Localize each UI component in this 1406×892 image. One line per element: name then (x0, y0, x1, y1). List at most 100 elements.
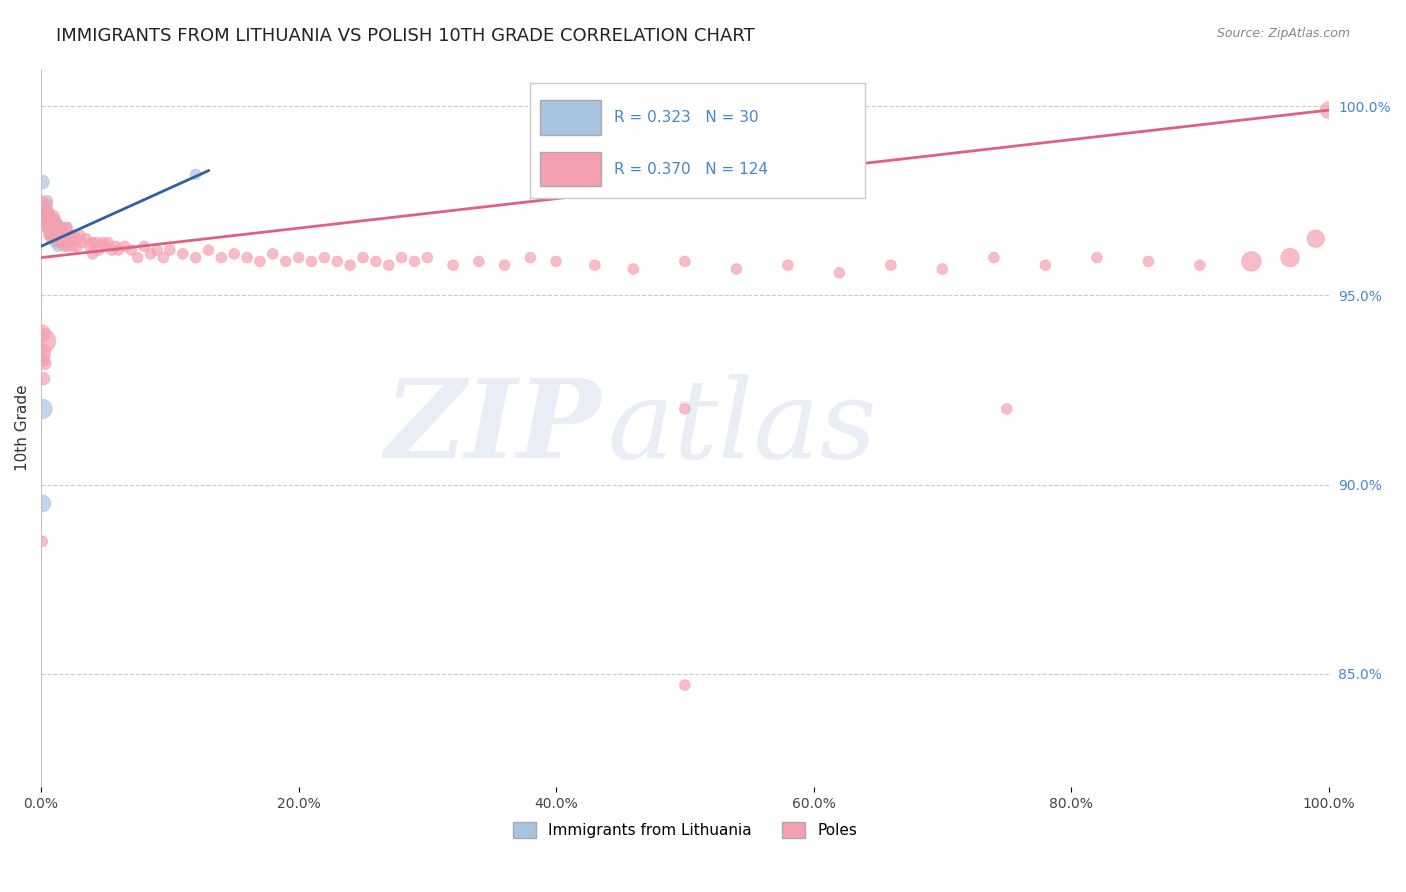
Point (1317, 103, 1340, 117)
Text: ZIP: ZIP (385, 374, 602, 482)
Point (287, 251, 309, 265)
Point (62, 227, 84, 242)
Point (52, 227, 75, 242)
Point (51, 224, 73, 238)
Point (32, 352, 55, 367)
Point (314, 251, 336, 265)
Point (39, 220, 62, 235)
Point (377, 258, 399, 272)
Point (1188, 258, 1211, 272)
Point (404, 254, 426, 268)
Point (53, 232, 76, 246)
Point (34, 357, 56, 371)
Point (209, 251, 232, 265)
Point (44, 224, 66, 238)
Point (41, 227, 63, 242)
Point (53, 239, 76, 253)
Point (37, 197, 59, 211)
Point (41, 212, 63, 227)
Point (184, 251, 207, 265)
Point (31, 326, 53, 341)
Point (441, 258, 464, 272)
Point (49, 235, 72, 250)
Point (249, 254, 271, 268)
Point (91, 235, 114, 250)
Point (66, 239, 89, 253)
Point (101, 243, 124, 257)
Point (621, 262, 644, 277)
Point (39, 224, 62, 238)
Point (32, 202, 55, 216)
Point (32, 372, 55, 386)
Point (391, 251, 413, 265)
Point (69, 227, 91, 242)
Point (38, 217, 60, 231)
Point (931, 262, 953, 277)
Point (37, 220, 59, 235)
Point (1240, 254, 1263, 268)
Point (197, 243, 219, 257)
Point (107, 243, 129, 257)
Point (326, 254, 349, 268)
Point (56, 220, 79, 235)
Point (56, 232, 79, 246)
Point (44, 235, 66, 250)
Point (31, 534, 53, 549)
Point (34, 220, 56, 235)
Point (39, 209, 62, 223)
Point (58, 227, 80, 242)
Point (34, 212, 56, 227)
Point (55, 232, 77, 246)
Point (48, 220, 70, 235)
Point (146, 243, 169, 257)
Point (35, 217, 58, 231)
Point (48, 232, 70, 246)
Point (52, 224, 75, 238)
Point (546, 254, 568, 268)
Point (42, 220, 65, 235)
Point (51, 232, 73, 246)
Point (1035, 258, 1057, 272)
Point (37, 209, 59, 223)
Point (236, 251, 259, 265)
Point (44, 212, 66, 227)
Point (31, 194, 53, 208)
Point (983, 251, 1005, 265)
Point (45, 227, 67, 242)
Point (104, 239, 127, 253)
Point (56, 227, 79, 242)
Point (82, 235, 104, 250)
Point (673, 678, 696, 692)
Point (44, 224, 66, 238)
Point (41, 227, 63, 242)
Point (152, 251, 174, 265)
Point (38, 205, 60, 219)
Point (468, 254, 491, 268)
Point (31, 401, 53, 416)
Point (114, 239, 136, 253)
Point (262, 247, 284, 261)
Point (51, 220, 73, 235)
Point (1085, 251, 1108, 265)
Point (224, 247, 246, 261)
Point (828, 266, 851, 280)
Point (673, 254, 696, 268)
Point (82, 247, 104, 261)
Y-axis label: 10th Grade: 10th Grade (15, 384, 30, 471)
Point (519, 251, 541, 265)
Point (41, 217, 63, 231)
Point (94, 239, 117, 253)
Point (52, 235, 75, 250)
Point (48, 227, 70, 242)
Point (42, 232, 65, 246)
Point (776, 258, 799, 272)
Point (56, 220, 79, 235)
Point (139, 247, 162, 261)
Point (45, 227, 67, 242)
Point (127, 251, 149, 265)
Point (725, 262, 748, 277)
Point (364, 254, 387, 268)
Point (880, 258, 903, 272)
Text: IMMIGRANTS FROM LITHUANIA VS POLISH 10TH GRADE CORRELATION CHART: IMMIGRANTS FROM LITHUANIA VS POLISH 10TH… (56, 27, 755, 45)
Point (87, 243, 110, 257)
